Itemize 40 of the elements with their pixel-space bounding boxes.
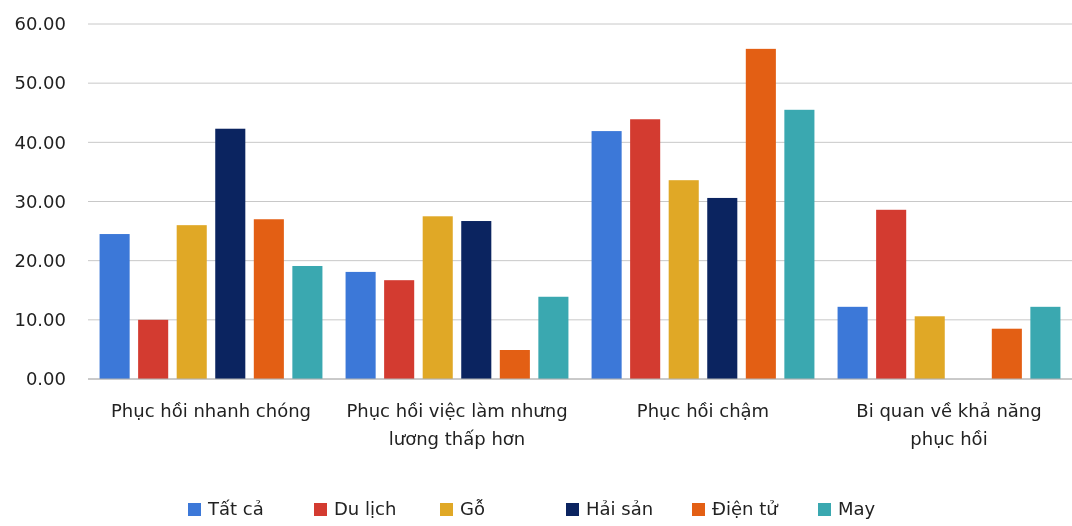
y-tick-label: 30.00 xyxy=(14,190,66,212)
bar xyxy=(138,319,169,379)
bar xyxy=(345,271,376,379)
x-tick-label: Phục hồi chậm xyxy=(636,400,770,421)
y-tick-label: 60.00 xyxy=(14,13,66,35)
bar xyxy=(461,221,492,379)
bar xyxy=(384,280,415,379)
bar xyxy=(837,306,868,379)
bar xyxy=(784,109,815,379)
bar xyxy=(215,128,246,379)
bar xyxy=(991,328,1022,379)
y-tick-label: 0.00 xyxy=(25,368,66,390)
bar xyxy=(591,131,622,379)
x-tick-label: Phục hồi việc làm nhưng lương thấp hơn xyxy=(346,400,568,449)
y-tick-label: 40.00 xyxy=(14,131,66,153)
legend-label: Du lịch xyxy=(334,498,397,519)
legend-label: Tất cả xyxy=(207,498,264,519)
x-tick-label: Phục hồi nhanh chóng xyxy=(111,400,311,421)
y-tick-label: 20.00 xyxy=(14,249,66,271)
bar xyxy=(499,350,530,379)
legend-label: Gỗ xyxy=(460,498,485,519)
bar xyxy=(668,180,699,379)
legend-label: Điện tử xyxy=(712,498,780,519)
bar xyxy=(630,119,661,379)
bar xyxy=(914,316,945,379)
bar xyxy=(1030,306,1061,379)
bar xyxy=(292,265,323,379)
bar xyxy=(99,234,130,379)
y-tick-label: 10.00 xyxy=(14,309,66,331)
bar xyxy=(876,209,907,379)
bar xyxy=(538,296,569,379)
x-tick-label: Bi quan về khả năng phục hồi xyxy=(856,400,1042,449)
bar xyxy=(422,216,453,379)
bar xyxy=(745,48,776,379)
bar xyxy=(707,197,738,379)
legend-label: Hải sản xyxy=(586,498,654,519)
legend-label: May xyxy=(838,498,876,519)
bar xyxy=(176,225,207,379)
bar xyxy=(253,219,284,379)
y-tick-label: 50.00 xyxy=(14,72,66,94)
